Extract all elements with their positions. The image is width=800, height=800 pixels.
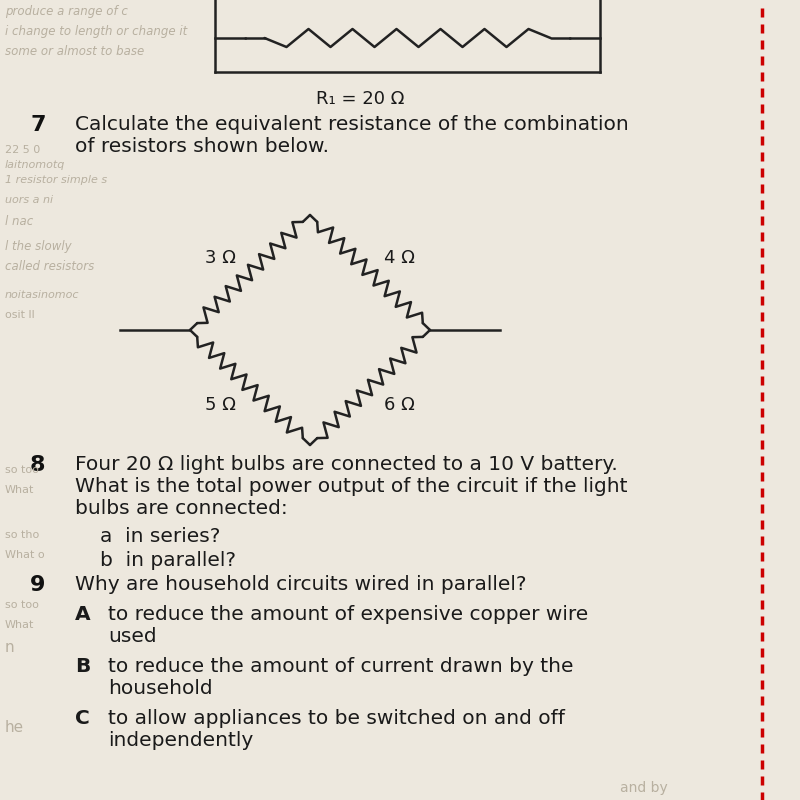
Text: so tho: so tho [5,530,39,540]
Text: a  in series?: a in series? [100,527,220,546]
Text: 22 5 0: 22 5 0 [5,145,40,155]
Text: 6 Ω: 6 Ω [384,396,415,414]
Text: to reduce the amount of expensive copper wire: to reduce the amount of expensive copper… [108,605,588,624]
Text: to reduce the amount of current drawn by the: to reduce the amount of current drawn by… [108,657,574,676]
Text: l the slowly: l the slowly [5,240,72,253]
Text: independently: independently [108,731,254,750]
Text: some or almost to base: some or almost to base [5,45,144,58]
Text: i change to length or change it: i change to length or change it [5,25,187,38]
Text: Why are household circuits wired in parallel?: Why are household circuits wired in para… [75,575,526,594]
Text: 1 resistor simple s: 1 resistor simple s [5,175,107,185]
Text: Calculate the equivalent resistance of the combination: Calculate the equivalent resistance of t… [75,115,629,134]
Text: bulbs are connected:: bulbs are connected: [75,499,288,518]
Text: he: he [5,720,24,735]
Text: A: A [75,605,90,624]
Text: 7: 7 [30,115,46,135]
Text: What: What [5,620,34,630]
Text: 5 Ω: 5 Ω [205,396,236,414]
Text: produce a range of c: produce a range of c [5,5,128,18]
Text: What: What [5,485,34,495]
Text: osit ll: osit ll [5,310,34,320]
Text: uors a ni: uors a ni [5,195,53,205]
Text: so too: so too [5,600,39,610]
Text: Four 20 Ω light bulbs are connected to a 10 V battery.: Four 20 Ω light bulbs are connected to a… [75,455,618,474]
Text: C: C [75,709,90,728]
Text: household: household [108,679,213,698]
Text: so too: so too [5,465,39,475]
Text: used: used [108,627,157,646]
Text: laitnomotq: laitnomotq [5,160,66,170]
Text: 8: 8 [30,455,46,475]
Text: What o: What o [5,550,45,560]
Text: of resistors shown below.: of resistors shown below. [75,137,329,156]
Text: and by: and by [620,781,668,795]
Text: What is the total power output of the circuit if the light: What is the total power output of the ci… [75,477,627,496]
Text: l nac: l nac [5,215,34,228]
Text: 9: 9 [30,575,46,595]
Text: b  in parallel?: b in parallel? [100,551,236,570]
Text: to allow appliances to be switched on and off: to allow appliances to be switched on an… [108,709,565,728]
Text: n: n [5,640,14,655]
Text: called resistors: called resistors [5,260,94,273]
Text: 4 Ω: 4 Ω [384,249,415,267]
Text: B: B [75,657,90,676]
Text: 3 Ω: 3 Ω [205,249,236,267]
Text: noitasinomoc: noitasinomoc [5,290,79,300]
Text: R₁ = 20 Ω: R₁ = 20 Ω [316,90,404,108]
